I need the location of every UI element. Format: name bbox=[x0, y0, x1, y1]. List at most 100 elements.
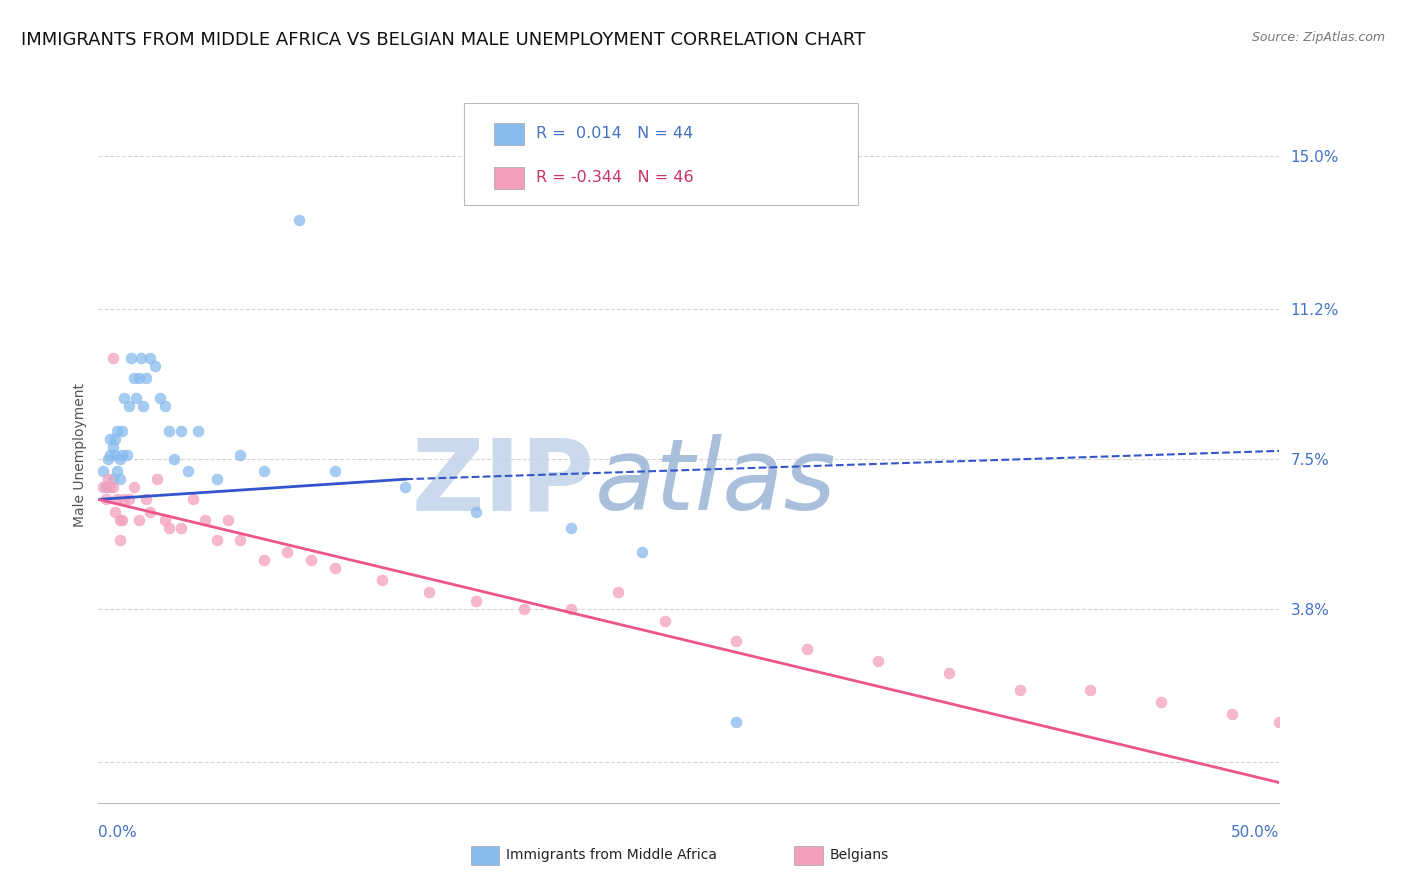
Point bbox=[122, 480, 145, 494]
Point bbox=[170, 424, 193, 438]
Point bbox=[111, 424, 134, 438]
Point bbox=[205, 533, 228, 547]
Point bbox=[94, 480, 117, 494]
Point bbox=[796, 642, 818, 657]
Point bbox=[323, 561, 346, 575]
Point bbox=[135, 371, 157, 385]
Point bbox=[465, 593, 488, 607]
Point bbox=[253, 464, 276, 478]
Point bbox=[157, 424, 180, 438]
Point bbox=[194, 513, 217, 527]
Point bbox=[125, 392, 148, 406]
Point bbox=[323, 464, 346, 478]
Point bbox=[725, 634, 748, 648]
Point bbox=[512, 601, 534, 615]
Point bbox=[157, 521, 180, 535]
Point bbox=[108, 472, 131, 486]
Point bbox=[299, 553, 322, 567]
Point bbox=[1008, 682, 1031, 697]
Point bbox=[153, 400, 176, 414]
Point bbox=[115, 448, 138, 462]
Point bbox=[101, 472, 124, 486]
Point bbox=[1268, 714, 1291, 729]
Point bbox=[105, 464, 128, 478]
Point bbox=[630, 545, 652, 559]
Point bbox=[1220, 706, 1243, 721]
Point bbox=[229, 533, 252, 547]
Point bbox=[108, 533, 131, 547]
Text: atlas: atlas bbox=[595, 434, 837, 532]
Point bbox=[1150, 695, 1173, 709]
Point bbox=[94, 492, 117, 507]
Point bbox=[181, 492, 204, 507]
Text: Source: ZipAtlas.com: Source: ZipAtlas.com bbox=[1251, 31, 1385, 45]
Point bbox=[121, 351, 143, 365]
Text: 50.0%: 50.0% bbox=[1232, 825, 1279, 840]
Point bbox=[418, 585, 440, 599]
Point bbox=[560, 521, 582, 535]
Point bbox=[1080, 682, 1102, 697]
Point bbox=[118, 492, 141, 507]
Point bbox=[101, 440, 124, 454]
Point bbox=[187, 424, 209, 438]
Point bbox=[229, 448, 252, 462]
Point bbox=[104, 432, 127, 446]
Point bbox=[97, 472, 120, 486]
Point bbox=[91, 480, 114, 494]
Point bbox=[111, 448, 134, 462]
Point bbox=[105, 492, 128, 507]
Point bbox=[122, 371, 145, 385]
Point bbox=[132, 400, 155, 414]
Point bbox=[98, 480, 121, 494]
Point bbox=[128, 371, 150, 385]
Y-axis label: Male Unemployment: Male Unemployment bbox=[73, 383, 87, 527]
Point bbox=[111, 513, 134, 527]
Point bbox=[163, 452, 186, 467]
Text: R = -0.344   N = 46: R = -0.344 N = 46 bbox=[536, 169, 693, 185]
Point bbox=[129, 351, 152, 365]
Point bbox=[394, 480, 416, 494]
Point bbox=[108, 513, 131, 527]
Point bbox=[118, 400, 141, 414]
Point bbox=[371, 574, 394, 588]
Point bbox=[91, 464, 114, 478]
Point bbox=[98, 448, 121, 462]
Point bbox=[725, 714, 748, 729]
Text: R =  0.014   N = 44: R = 0.014 N = 44 bbox=[536, 126, 693, 141]
Text: ZIP: ZIP bbox=[412, 434, 595, 532]
Point bbox=[146, 472, 169, 486]
Point bbox=[253, 553, 276, 567]
Point bbox=[143, 359, 166, 373]
Point bbox=[98, 432, 121, 446]
Point bbox=[217, 513, 239, 527]
Point bbox=[139, 351, 162, 365]
Point bbox=[105, 424, 128, 438]
Text: Immigrants from Middle Africa: Immigrants from Middle Africa bbox=[506, 847, 717, 862]
Point bbox=[101, 480, 124, 494]
Point bbox=[104, 448, 127, 462]
Point bbox=[128, 513, 150, 527]
Point bbox=[560, 601, 582, 615]
Point bbox=[101, 351, 124, 365]
Point bbox=[135, 492, 157, 507]
Point bbox=[465, 504, 488, 518]
Text: 0.0%: 0.0% bbox=[98, 825, 138, 840]
Point bbox=[153, 513, 176, 527]
Point bbox=[112, 392, 135, 406]
Point bbox=[654, 614, 676, 628]
Point bbox=[139, 504, 162, 518]
Point bbox=[288, 213, 311, 227]
Point bbox=[97, 452, 120, 467]
Point bbox=[205, 472, 228, 486]
Text: Belgians: Belgians bbox=[830, 847, 889, 862]
Point bbox=[149, 392, 172, 406]
Text: IMMIGRANTS FROM MIDDLE AFRICA VS BELGIAN MALE UNEMPLOYMENT CORRELATION CHART: IMMIGRANTS FROM MIDDLE AFRICA VS BELGIAN… bbox=[21, 31, 865, 49]
Point bbox=[108, 452, 131, 467]
Point bbox=[607, 585, 630, 599]
Point bbox=[170, 521, 193, 535]
Point bbox=[177, 464, 200, 478]
Point bbox=[938, 666, 960, 681]
Point bbox=[104, 504, 127, 518]
Point bbox=[112, 492, 135, 507]
Point bbox=[866, 654, 889, 668]
